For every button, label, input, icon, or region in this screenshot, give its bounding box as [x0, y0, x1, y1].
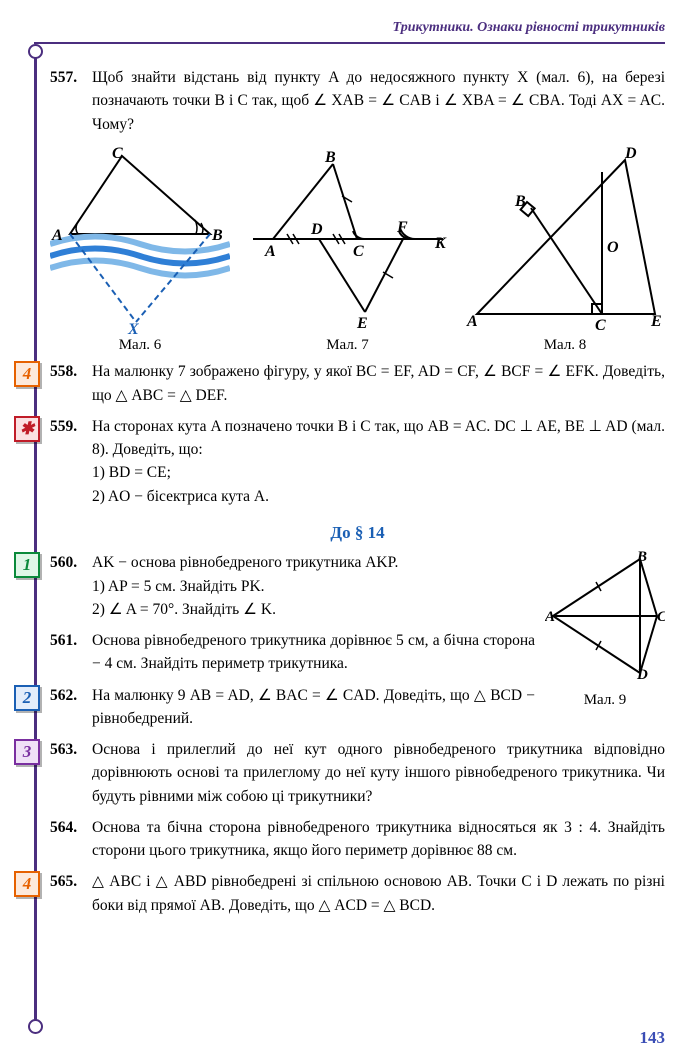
side-dot-bottom [28, 1019, 43, 1034]
problem-subtext: 1) BD = CE; [92, 461, 665, 484]
problem-text: На малюнку 7 зображено фігуру, у якої BC… [92, 363, 665, 403]
chapter-title: Трикутники. Ознаки рівності трикутників [50, 20, 665, 36]
problem-564: 564. Основа та бічна сторона рівнобедрен… [50, 816, 665, 863]
problem-number: 565. [50, 870, 77, 893]
problem-text: Щоб знайти відстань від пункту A до недо… [92, 69, 665, 133]
difficulty-icon: 4 [14, 871, 40, 897]
svg-text:E: E [650, 313, 662, 330]
problem-subtext: 2) ∠ A = 70°. Знайдіть ∠ K. [92, 598, 665, 621]
figure-6: C A B X Мал. 6 [50, 144, 230, 357]
side-dot-top [28, 44, 43, 59]
problem-558: 4 558. На малюнку 7 зображено фігуру, у … [50, 360, 665, 407]
problem-text: На малюнку 9 AB = AD, ∠ BAC = ∠ CAD. Дов… [92, 687, 535, 727]
problem-number: 564. [50, 816, 77, 839]
problem-559: ✱ 559. На сторонах кута A позначено точк… [50, 415, 665, 508]
problem-number: 557. [50, 66, 77, 89]
svg-text:D: D [624, 145, 637, 162]
svg-text:K: K [434, 235, 447, 252]
problem-number: 562. [50, 684, 77, 707]
problem-number: 559. [50, 415, 77, 438]
problem-557: 557. Щоб знайти відстань від пункту A до… [50, 66, 665, 136]
problem-number: 560. [50, 551, 77, 574]
difficulty-icon: 1 [14, 552, 40, 578]
problem-text: Основа та бічна сторона рівнобедреного т… [92, 819, 665, 859]
problem-number: 563. [50, 738, 77, 761]
difficulty-icon: 2 [14, 685, 40, 711]
svg-text:B: B [324, 149, 336, 166]
svg-text:X: X [127, 321, 139, 334]
difficulty-icon: ✱ [14, 416, 40, 442]
svg-text:B: B [211, 227, 223, 244]
svg-text:C: C [353, 243, 364, 260]
svg-text:B: B [514, 193, 526, 210]
svg-text:F: F [396, 219, 408, 236]
problem-text: AK − основа рівнобедреного трикутника AK… [92, 554, 398, 571]
difficulty-icon: 4 [14, 361, 40, 387]
svg-text:O: O [607, 239, 619, 256]
page: Трикутники. Ознаки рівності трикутників … [0, 0, 695, 1062]
svg-text:A: A [51, 227, 63, 244]
figure-caption: Мал. 7 [245, 334, 450, 357]
problem-subtext: 1) AP = 5 см. Знайдіть PK. [92, 575, 665, 598]
svg-text:C: C [595, 317, 606, 334]
difficulty-icon: 3 [14, 739, 40, 765]
problem-560: 1 560. AK − основа рівнобедреного трикут… [50, 551, 665, 621]
problem-text: Основа і прилеглий до неї кут одного рів… [92, 741, 665, 805]
figure-caption: Мал. 6 [50, 334, 230, 357]
svg-text:D: D [310, 221, 323, 238]
figure-7: B A D C F K E Мал. 7 [245, 144, 450, 357]
problem-565: 4 565. △ ABC і △ ABD рівнобедрені зі спі… [50, 870, 665, 917]
svg-text:A: A [466, 313, 478, 330]
problem-563: 3 563. Основа і прилеглий до неї кут одн… [50, 738, 665, 808]
header-rule [34, 42, 665, 44]
problem-562: 2 562. На малюнку 9 AB = AD, ∠ BAC = ∠ C… [50, 684, 665, 731]
figure-8: D B O A C E Мал. 8 [465, 144, 665, 357]
page-number: 143 [640, 1028, 666, 1048]
svg-text:C: C [112, 145, 123, 162]
svg-text:A: A [264, 243, 276, 260]
problem-number: 561. [50, 629, 77, 652]
problem-561: 561. Основа рівнобедреного трикутника до… [50, 629, 665, 676]
svg-text:E: E [356, 315, 368, 332]
section-heading: До § 14 [50, 520, 665, 546]
problem-text: △ ABC і △ ABD рівнобедрені зі спільною о… [92, 873, 665, 913]
problem-text: Основа рівнобедреного трикутника дорівню… [92, 632, 535, 672]
problem-number: 558. [50, 360, 77, 383]
figures-row: C A B X Мал. 6 [50, 144, 665, 357]
figure-caption: Мал. 8 [465, 334, 665, 357]
problem-subtext: 2) AO − бісектриса кута A. [92, 485, 665, 508]
content: 557. Щоб знайти відстань від пункту A до… [50, 66, 665, 917]
problem-text: На сторонах кута A позначено точки B і C… [92, 418, 665, 458]
